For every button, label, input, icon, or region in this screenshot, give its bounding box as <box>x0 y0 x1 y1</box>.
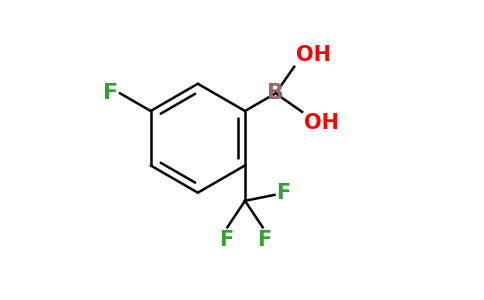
Text: F: F <box>276 183 290 203</box>
Text: F: F <box>257 230 271 250</box>
Text: OH: OH <box>303 113 339 134</box>
Text: F: F <box>104 83 119 103</box>
Text: F: F <box>219 230 233 250</box>
Text: B: B <box>267 83 284 103</box>
Text: OH: OH <box>296 45 331 65</box>
